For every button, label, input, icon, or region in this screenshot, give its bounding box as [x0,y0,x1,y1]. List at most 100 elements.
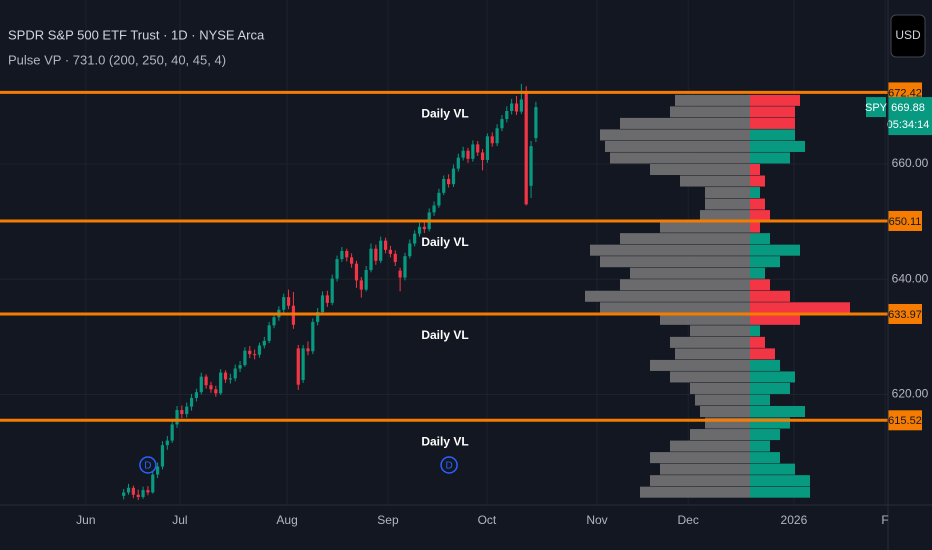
level-label: Daily VL [421,328,468,342]
delta-bar [750,233,770,245]
level-tag-label: 672.42 [888,87,922,99]
y-tick-label: 620.00 [892,387,929,401]
candle-body [437,192,441,206]
candle-body [388,249,393,254]
candle-body [219,372,223,394]
symbol-tag [866,97,886,118]
candle-body [505,110,509,120]
candle-body [432,205,436,213]
candle-body [311,321,315,352]
delta-bar [750,256,780,268]
candle-body [126,487,131,493]
candle-body [253,354,257,356]
candle-body [495,128,499,144]
volume-bar [670,440,750,452]
candle-body [238,365,242,369]
candle-body [413,233,417,244]
volume-bar [610,152,750,164]
candle-body [529,146,533,186]
candle-body [364,270,368,290]
candle-body [189,397,194,407]
currency-label[interactable]: USD [895,28,921,42]
delta-bar [750,163,760,176]
candle-body [170,424,174,441]
candle-body [408,243,412,257]
level-label: Daily VL [421,107,468,121]
candle-body [282,297,286,310]
candle-body [233,368,237,379]
candle-body [325,295,329,303]
volume-bar [600,256,750,268]
candle-body [243,350,247,366]
delta-bar [750,94,800,106]
volume-bar [650,475,750,487]
delta-bar [750,486,810,498]
candle-body [209,385,213,390]
candle-body [131,487,135,495]
symbol-tag-label: SPY [865,102,888,114]
candle-body [393,253,397,262]
level-tag [888,303,922,324]
x-tick-label: Jul [172,513,187,527]
candle-body [447,178,451,185]
candle-body [500,119,504,129]
delta-bar [750,336,765,348]
candle-body [359,280,363,290]
indicator-label: Pulse VP · 731.0 (200, 250, 40, 45, 4) [8,52,226,67]
volume-bar [620,233,750,245]
volume-bar [640,486,750,498]
volume-bar [630,267,750,279]
y-tick-label: 640.00 [892,271,929,285]
volume-bar [620,279,750,291]
candle-body [374,248,378,261]
candle-body [417,226,422,234]
volume-bar [590,244,750,256]
profile-layer [585,94,850,498]
volume-bar [650,359,750,371]
candle-body [476,144,480,153]
candle-body [403,256,407,278]
level-tag-label: 615.52 [888,415,922,427]
candle-body [146,490,150,493]
price-tag-label: 669.88 [891,102,925,114]
volume-bar [650,163,750,176]
candle-body [272,317,276,326]
volume-bar [690,382,750,394]
delta-bar [750,198,765,210]
candle-body [228,378,232,380]
delta-bar [750,440,770,452]
candle-body [214,389,218,394]
level-tag-label: 633.97 [888,309,922,321]
candle-body [320,295,325,313]
y-tick-label: 660.00 [892,156,929,170]
candle-body [422,226,426,230]
currency-button[interactable] [890,14,926,58]
candle-body [480,152,485,160]
delta-bar [750,371,795,383]
delta-bar [750,152,790,164]
x-tick-label: Oct [478,513,497,527]
delta-bar [750,302,850,314]
volume-bar [600,129,750,141]
delta-bar [750,210,770,222]
chart-title: SPDR S&P 500 ETF Trust · 1D · NYSE Arca [8,27,265,42]
volume-bar [690,325,750,337]
candle-body [296,348,300,385]
volume-bar [660,463,750,475]
level-label: Daily VL [421,434,468,448]
candle-body [204,376,208,386]
candle-body [451,168,456,185]
delta-bar [750,279,770,291]
candle-body [316,312,320,322]
volume-bar [650,452,750,464]
delta-bar [750,394,770,406]
candle-body [185,406,189,415]
candle-body [340,251,344,260]
candle-body [383,240,388,250]
candle-body [160,445,165,467]
level-tag [888,210,922,231]
candle-body [151,474,155,493]
volume-bar [705,417,750,429]
